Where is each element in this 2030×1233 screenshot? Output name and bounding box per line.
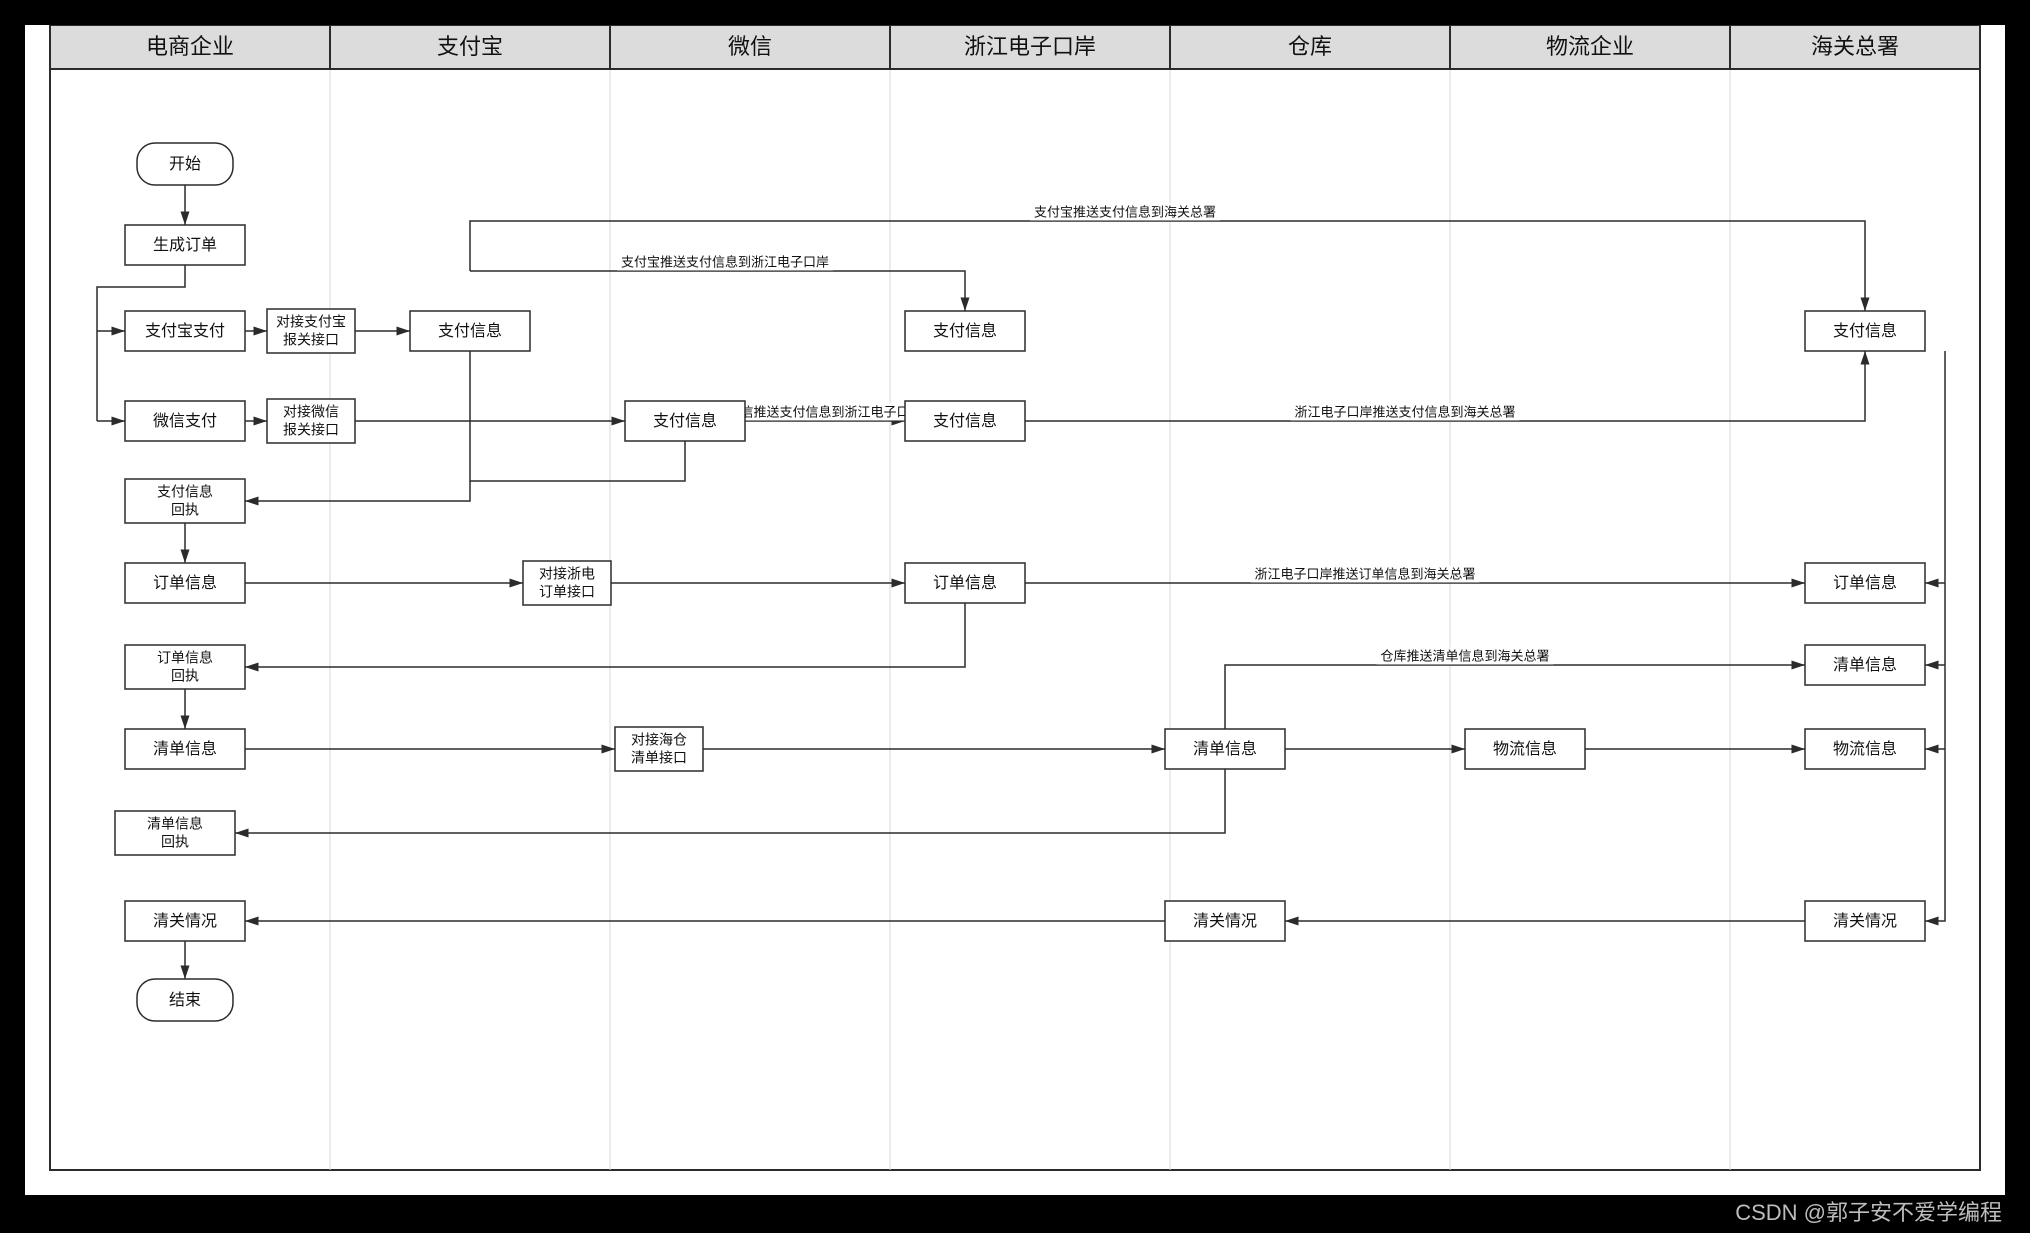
node-label-cust_pay: 支付信息 (1833, 322, 1897, 340)
node-label-wx_api-1: 对接微信 (283, 404, 339, 420)
node-label-pay_rcpt-2: 回执 (171, 502, 199, 518)
node-label-zj_pay1: 支付信息 (933, 322, 997, 340)
node-label-ord_rcpt-2: 回执 (171, 668, 199, 684)
edge-label-25: 仓库推送清单信息到海关总署 (1380, 648, 1549, 663)
node-label-zj_pay2: 支付信息 (933, 412, 997, 430)
node-label-ali_api-1: 对接支付宝 (276, 314, 346, 330)
node-label-zj_ord: 订单信息 (933, 574, 997, 592)
node-label-clr_ec: 清关情况 (153, 912, 217, 930)
node-label-list_info: 清单信息 (153, 740, 217, 758)
node-label-clr_cust: 清关情况 (1833, 912, 1897, 930)
node-label-pay_rcpt-1: 支付信息 (157, 484, 213, 500)
node-label-list_rcpt-2: 回执 (161, 834, 189, 850)
node-label-zj_ord_api-1: 对接浙电 (539, 566, 595, 582)
node-label-start: 开始 (169, 155, 201, 173)
swimlane-svg: 电商企业 支付宝 微信 浙江电子口岸 仓库 物流企业 海关总署支付宝推送支付信息到海关总署支… (25, 25, 2005, 1195)
node-label-gen: 生成订单 (153, 236, 217, 254)
diagram-canvas: 电商企业 支付宝 微信 浙江电子口岸 仓库 物流企业 海关总署支付宝推送支付信息到海关总署支… (25, 25, 2005, 1195)
lane-label-wechat: 微信 (728, 34, 772, 59)
node-label-ali_info: 支付信息 (438, 322, 502, 340)
node-label-log_info: 物流信息 (1493, 740, 1557, 758)
edge-9 (470, 221, 1795, 241)
lane-label-ecom: 电商企业 (146, 34, 234, 59)
edge-25 (1225, 665, 1805, 729)
node-label-ali_api-2: 报关接口 (283, 332, 339, 348)
lane-label-log: 物流企业 (1546, 34, 1634, 59)
edge-label-12: 支付宝推送支付信息到浙江电子口岸 (621, 254, 829, 269)
node-label-cust_ord: 订单信息 (1833, 574, 1897, 592)
edge-11 (1795, 221, 1865, 311)
edge-28 (235, 769, 1225, 833)
node-label-hc_api-2: 清单接口 (631, 750, 687, 766)
node-label-wx_api-2: 报关接口 (283, 422, 339, 438)
node-label-clr_wh: 清关情况 (1193, 912, 1257, 930)
node-label-hc_api-1: 对接海仓 (631, 732, 687, 748)
page-frame: 电商企业 支付宝 微信 浙江电子口岸 仓库 物流企业 海关总署支付宝推送支付信息到海关总署支… (0, 0, 2030, 1233)
node-label-ord_rcpt-1: 订单信息 (157, 650, 213, 666)
node-label-ali_pay: 支付宝支付 (145, 322, 225, 340)
lane-label-zjport: 浙江电子口岸 (964, 34, 1096, 59)
lane-label-alipay: 支付宝 (437, 34, 503, 59)
node-label-ord_info: 订单信息 (153, 574, 217, 592)
node-label-cust_log: 物流信息 (1833, 740, 1897, 758)
edge-label-13: 微信推送支付信息到浙江电子口岸 (727, 404, 922, 419)
node-label-wx_info: 支付信息 (653, 412, 717, 430)
node-label-end: 结束 (169, 991, 201, 1009)
node-label-wh_list: 清单信息 (1193, 740, 1257, 758)
edge-label-20: 浙江电子口岸推送订单信息到海关总署 (1254, 566, 1475, 581)
lane-label-wh: 仓库 (1288, 34, 1332, 59)
edge-label-9: 支付宝推送支付信息到海关总署 (1034, 204, 1216, 219)
node-label-zj_ord_api-2: 订单接口 (539, 584, 595, 600)
edge-16 (245, 481, 470, 501)
node-label-list_rcpt-1: 清单信息 (147, 816, 203, 832)
lane-label-cust: 海关总署 (1811, 34, 1899, 59)
edge-label-14: 浙江电子口岸推送支付信息到海关总署 (1294, 404, 1515, 419)
edge-33 (1925, 901, 1945, 921)
node-label-cust_list: 清单信息 (1833, 656, 1897, 674)
edge-21 (245, 603, 965, 667)
watermark-text: CSDN @郭子安不爱学编程 (1735, 1195, 2002, 1227)
node-label-wx_pay: 微信支付 (153, 412, 217, 430)
edge-12 (470, 271, 965, 311)
